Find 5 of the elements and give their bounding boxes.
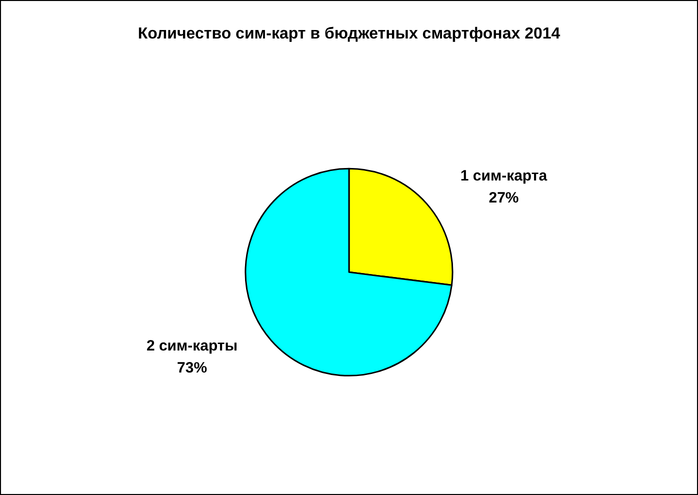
data-label: 73% [177,360,208,377]
slice-label: 1 сим-карта [460,168,548,185]
chart-title: Количество сим-карт в бюджетных смартфонах 2014 [138,26,560,42]
slice-label: 2 сим-карты [146,338,238,355]
data-label: 27% [488,190,519,207]
